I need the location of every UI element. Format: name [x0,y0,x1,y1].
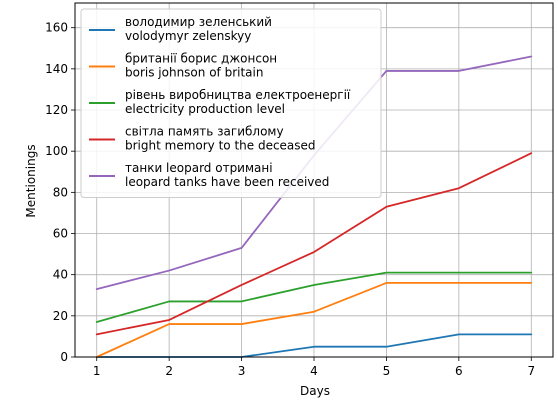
series-line-3 [95,271,533,323]
series-line-2 [95,282,533,358]
series-line-4 [95,152,533,336]
legend-label-5: танки leopard отримані leopard tanks have… [125,161,329,189]
x-tick-label: 3 [238,364,246,378]
legend-label-3: рівень виробництва електроенергії electri… [125,88,351,116]
y-tick-label: 40 [53,268,68,282]
y-tick-label: 100 [45,144,68,158]
x-axis-label: Days [300,384,330,398]
y-tick-label: 160 [45,21,68,35]
legend-label-1: володимир зеленський volodymyr zelenskyy [125,15,272,43]
x-tick-label: 2 [165,364,173,378]
legend-label-2: британії борис джонсон boris johnson of b… [125,52,277,80]
y-tick-label: 80 [53,185,68,199]
x-tick-label: 1 [93,364,101,378]
axis-ticks: 1 2 3 4 5 6 7 0 20 40 60 80 100 120 140 160 [45,21,535,378]
y-tick-label: 120 [45,103,68,117]
legend-box [80,8,382,198]
x-tick-label: 7 [527,364,535,378]
y-tick-label: 60 [53,227,68,241]
y-tick-label: 20 [53,309,68,323]
x-tick-label: 4 [310,364,318,378]
y-axis-label: Mentionings [24,144,38,217]
x-tick-label: 5 [383,364,391,378]
x-tick-label: 6 [455,364,463,378]
y-tick-label: 0 [60,350,68,364]
legend-label-4: світла память загиблому bright memory to … [125,125,316,153]
legend: володимир зеленський volodymyr zelenskyy б… [80,8,382,198]
y-tick-label: 140 [45,62,68,76]
